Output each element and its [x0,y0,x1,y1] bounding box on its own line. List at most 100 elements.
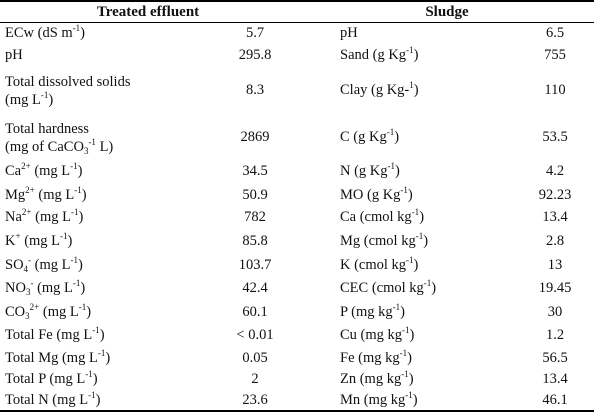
sludge-parameter: Mn (mg kg-1) [340,390,520,410]
label-text: ) [78,209,84,226]
effluent-parameter: ECw (dS m-1) [5,23,215,43]
label-superscript: -1 [387,161,396,172]
label-superscript: -1 [85,369,93,380]
label-text: ) [407,186,413,203]
label-text: P (mg kg [340,303,393,320]
effluent-value: 103.7 [238,256,272,273]
effluent-parameter: Total P (mg L-1) [5,369,215,390]
effluent-parameter: Na2+ (mg L-1) [5,206,215,229]
label-text: K [5,232,16,249]
label-text: ECw (dS m [5,24,73,41]
sludge-value: 46.1 [542,391,568,408]
table-row: Total N (mg L-1) 23.6 Mn (mg kg-1) 46.1 [0,390,594,410]
label-superscript: -1 [60,230,68,241]
effluent-parameter: pH [5,44,215,67]
label-text: Mn (mg kg [340,391,406,408]
label-superscript: -1 [406,45,414,56]
table-row: Total dissolved solids (mg L-1) 8.3 Clay (g… [0,69,594,111]
label-text: ) [413,81,419,98]
label-text: N (g Kg [340,163,388,180]
effluent-value: 85.8 [242,232,268,249]
effluent-value: 50.9 [242,186,268,203]
label-text: (mg L [20,232,61,249]
label-text: Zn (mg kg [340,371,402,388]
label-superscript: -1 [400,184,408,195]
label-text: Clay (g Kg- [340,81,410,98]
sludge-parameter: C (g Kg-1) [340,113,520,161]
label-text: ) [105,349,111,366]
effluent-parameter: Total N (mg L-1) [5,390,215,410]
label-superscript: -1 [392,301,401,312]
label-superscript: -1 [405,389,413,400]
label-text: Ca (cmol kg [340,209,412,226]
label-text: ) [400,303,405,320]
label-text: (mg L [39,303,79,320]
label-text: (mg L [5,91,41,108]
sludge-parameter: Cu (mg kg-1) [340,324,520,347]
effluent-value: 782 [244,209,266,226]
label-text: ) [419,209,425,226]
effluent-parameter: Total dissolved solids (mg L-1) [5,69,215,111]
effluent-parameter: K+ (mg L-1) [5,229,215,253]
table-row: Ca2+ (mg L-1) 34.5 N (g Kg-1) 4.2 [0,160,594,183]
sludge-value: 53.5 [542,128,568,145]
sludge-parameter: Ca (cmol kg-1) [340,206,520,229]
sludge-parameter: Sand (g Kg-1) [340,44,520,67]
label-text: ) [67,232,73,249]
effluent-parameter: Total Mg (mg L-1) [5,347,215,369]
table-row: Total P (mg L-1) 2 Zn (mg kg-1) 13.4 [0,369,594,390]
label-text: ) [86,303,92,320]
label-line1: Total dissolved solids [5,74,131,91]
label-text: pH [5,47,23,64]
label-superscript: 2+ [25,184,35,195]
label-text: Total N (mg L [5,391,89,408]
table-row: Total hardness (mg of CaCO3-1 L) 2869 C (g … [0,113,594,161]
label-superscript: - [28,254,32,265]
effluent-value: 5.7 [245,24,265,41]
effluent-value: 60.1 [242,303,268,320]
label-text: pH [340,24,358,41]
label-text: (mg L [31,209,71,226]
label-text: ) [431,280,437,297]
header-rule [0,22,594,23]
label-line1: Total hardness [5,121,89,138]
sludge-value: 4.2 [545,163,565,180]
label-superscript: -1 [88,389,96,400]
label-text: ) [395,163,400,180]
label-text: (mg L [34,186,75,203]
label-superscript: -1 [88,136,96,147]
label-text: ) [394,128,400,145]
label-text: K (cmol kg [340,256,407,273]
label-superscript: -1 [423,278,432,289]
effluent-value: 23.6 [242,391,268,408]
label-text: ) [80,24,86,41]
effluent-value: 8.3 [245,81,265,98]
label-text: L [95,138,109,155]
label-text: (mg L [31,256,71,273]
sludge-parameter: Zn (mg kg-1) [340,369,520,390]
label-superscript: -1 [92,325,100,336]
effluent-parameter: SO4- (mg L-1) [5,253,215,277]
effluent-parameter: CO32+ (mg L-1) [5,300,215,324]
effluent-value: 42.4 [242,280,268,297]
sludge-value: 110 [544,81,566,98]
sludge-parameter: N (g Kg-1) [340,160,520,183]
label-text: (mg L [33,280,73,297]
label-superscript: -1 [386,126,395,137]
effluent-parameter: Total Fe (mg L-1) [5,324,215,347]
label-subscript: 3 [25,310,30,321]
label-superscript: -1 [70,207,79,218]
bottom-rule [0,410,594,412]
label-text: ) [409,327,415,344]
label-superscript: -1 [415,230,424,241]
label-superscript: -1 [72,22,81,33]
label-text: Fe (mg kg [340,349,400,366]
label-superscript: -1 [97,347,106,358]
label-text: ) [95,391,101,408]
sludge-parameter: K (cmol kg-1) [340,253,520,277]
sludge-value: 13.4 [542,371,568,388]
effluent-parameter: Mg2+ (mg L-1) [5,184,215,206]
label-text: Total P (mg L [5,371,86,388]
table-row: Mg2+ (mg L-1) 50.9 MO (g Kg-1) 92.23 [0,184,594,206]
